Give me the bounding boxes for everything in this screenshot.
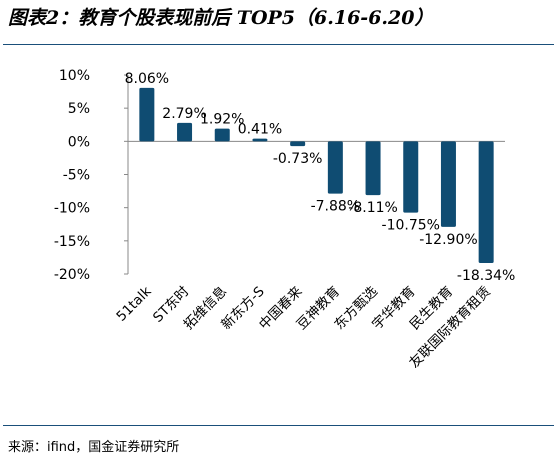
bar [177, 122, 193, 142]
y-tick-label: 0% [68, 134, 90, 150]
y-tick-label: -15% [54, 234, 90, 250]
chart-title: 图表2：教育个股表现前后 TOP5（6.16-6.20） [8, 7, 434, 29]
y-tick-label: -10% [54, 201, 90, 217]
y-tick-label: 10% [59, 68, 90, 84]
data-label: -18.34% [457, 268, 515, 284]
data-label: 8.06% [125, 71, 169, 87]
bar [252, 138, 268, 142]
bar-chart: 10% 5% 0% -5% -10% -15% -20% 8.06% 2.79%1.92%0.… [54, 68, 516, 371]
bar [139, 87, 155, 142]
bar [290, 141, 306, 147]
bars [139, 87, 494, 263]
bar [214, 128, 230, 142]
category-labels: 51talkST东时拓维信息新东方-S中国春来豆神教育东方甄选宇华教育民生教育友… [113, 283, 494, 371]
bar [440, 141, 456, 227]
data-label: -7.88% [311, 199, 361, 215]
data-label: -10.75% [382, 218, 440, 234]
bottom-rule [3, 425, 554, 426]
y-tick-label: -5% [63, 168, 90, 184]
category-label: 51talk [113, 283, 154, 324]
data-label: -8.11% [348, 200, 398, 216]
data-label: 0.41% [238, 122, 282, 138]
y-tick-label: -20% [54, 267, 90, 283]
top-rule [3, 44, 554, 45]
axes: 10% 5% 0% -5% -10% -15% -20% [54, 68, 505, 283]
bar [478, 141, 494, 263]
data-labels: 8.06% 2.79%1.92%0.41% -0.73% -7.88%-8.11% -1… [125, 71, 516, 284]
data-label: 1.92% [200, 112, 244, 128]
bar [403, 141, 419, 213]
bar [327, 141, 343, 194]
data-label: -12.90% [419, 232, 477, 248]
data-label: 2.79% [162, 106, 206, 122]
data-label: -0.73% [273, 151, 323, 167]
y-tick-label: 5% [68, 101, 90, 117]
source-note: 来源：ifind，国金证券研究所 [8, 440, 180, 455]
bar [365, 141, 381, 196]
